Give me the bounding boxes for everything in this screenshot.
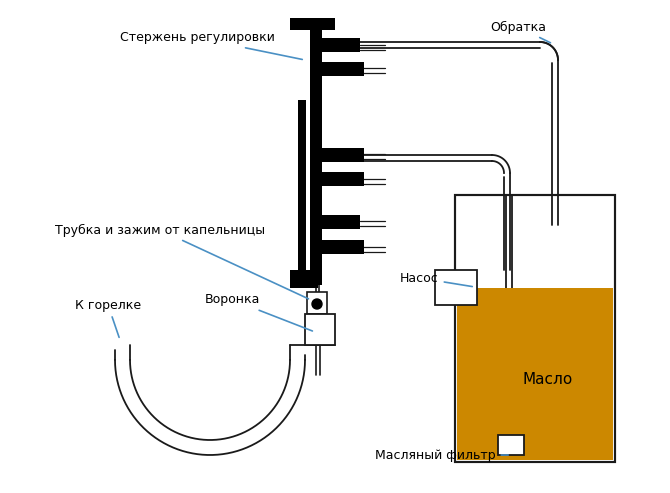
Circle shape xyxy=(312,299,322,309)
Bar xyxy=(307,292,327,314)
Bar xyxy=(498,435,524,455)
Text: Трубка и зажим от капельницы: Трубка и зажим от капельницы xyxy=(55,223,308,299)
Bar xyxy=(457,288,613,460)
Bar xyxy=(310,25,322,285)
Bar xyxy=(290,270,318,288)
Text: К горелке: К горелке xyxy=(75,298,141,337)
Bar xyxy=(435,270,477,305)
Text: Воронка: Воронка xyxy=(205,293,312,331)
Bar xyxy=(290,18,335,30)
Bar xyxy=(322,215,360,229)
Text: Насос: Насос xyxy=(400,272,472,286)
Bar xyxy=(305,314,335,345)
Text: Обратка: Обратка xyxy=(490,21,551,43)
Text: Стержень регулировки: Стержень регулировки xyxy=(120,32,302,60)
Bar xyxy=(322,38,360,52)
Bar xyxy=(322,148,364,162)
Bar xyxy=(455,195,615,462)
Bar xyxy=(322,240,364,254)
Bar xyxy=(322,172,364,186)
Bar xyxy=(298,100,306,285)
Text: Масляный фильтр: Масляный фильтр xyxy=(375,449,509,461)
Bar xyxy=(322,62,364,76)
Bar xyxy=(455,195,615,462)
Text: Масло: Масло xyxy=(523,373,573,387)
